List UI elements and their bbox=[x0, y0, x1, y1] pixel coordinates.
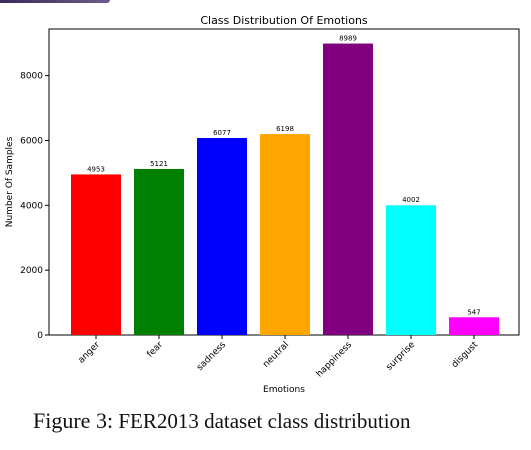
data-label-happiness: 8989 bbox=[339, 35, 357, 43]
data-label-disgust: 547 bbox=[467, 308, 480, 316]
bar-surprise bbox=[386, 205, 436, 335]
bar-happiness bbox=[323, 43, 373, 336]
y-tick-label-6000: 6000 bbox=[20, 136, 43, 146]
y-tick-label-2000: 2000 bbox=[20, 266, 43, 276]
y-axis: 0 2000 4000 6000 8000 bbox=[20, 72, 49, 341]
figure-caption: Figure 3: FER2013 dataset class distribu… bbox=[33, 408, 411, 434]
y-tick-label-8000: 8000 bbox=[20, 72, 43, 82]
x-axis: anger fear sadness neutral happiness surprise… bbox=[77, 335, 480, 380]
data-label-anger: 4953 bbox=[87, 165, 105, 173]
data-label-fear: 5121 bbox=[150, 160, 168, 168]
x-tick-label-surprise: surprise bbox=[384, 340, 417, 373]
bar-disgust bbox=[449, 317, 499, 335]
y-tick-label-4000: 4000 bbox=[20, 201, 43, 211]
bar-fear bbox=[134, 168, 184, 335]
figure-caption-text: FER2013 dataset class distribution bbox=[118, 409, 411, 433]
x-tick-label-neutral: neutral bbox=[261, 340, 291, 370]
x-tick-label-happiness: happiness bbox=[315, 340, 355, 380]
y-axis-label: Number Of Samples bbox=[5, 136, 15, 227]
x-axis-label: Emotions bbox=[263, 385, 305, 395]
x-tick-label-disgust: disgust bbox=[450, 340, 480, 370]
data-label-neutral: 6198 bbox=[276, 125, 294, 133]
chart-title: Class Distribution Of Emotions bbox=[200, 14, 368, 27]
x-tick-label-anger: anger bbox=[77, 340, 103, 366]
bar-sadness bbox=[197, 137, 247, 335]
x-tick-label-fear: fear bbox=[145, 340, 165, 360]
data-label-surprise: 4002 bbox=[402, 196, 420, 204]
corner-decoration bbox=[0, 0, 110, 3]
x-tick-label-sadness: sadness bbox=[195, 340, 228, 373]
bar-anger bbox=[71, 174, 121, 335]
figure-caption-label: Figure 3: bbox=[33, 408, 114, 433]
y-tick-label-0: 0 bbox=[37, 331, 43, 341]
bar-chart: Class Distribution Of Emotions Emotions … bbox=[5, 14, 520, 395]
data-label-sadness: 6077 bbox=[213, 129, 231, 137]
bars-layer: 4953 5121 6077 6198 8989 4002 547 bbox=[71, 35, 499, 336]
bar-neutral bbox=[260, 134, 310, 335]
